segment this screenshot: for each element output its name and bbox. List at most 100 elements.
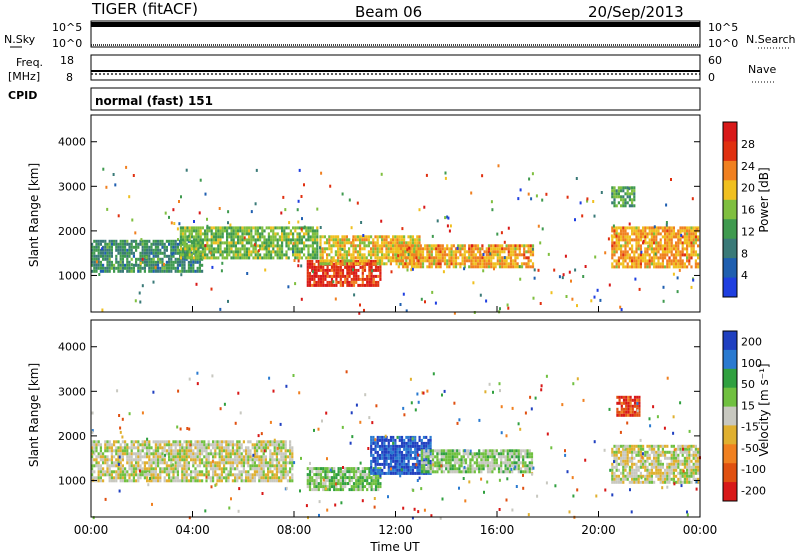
- data-cell: [361, 238, 364, 242]
- data-cell: [190, 452, 193, 456]
- data-cell: [186, 226, 189, 230]
- data-cell: [143, 263, 146, 267]
- scatter-cell: [363, 308, 365, 312]
- data-cell: [324, 268, 327, 272]
- data-cell: [168, 455, 171, 459]
- data-cell: [377, 479, 380, 483]
- data-cell: [201, 244, 204, 248]
- data-cell: [387, 471, 390, 475]
- data-cell: [361, 473, 364, 477]
- data-cell: [339, 256, 342, 260]
- scatter-cell: [296, 208, 299, 212]
- data-cell: [284, 446, 287, 450]
- data-cell: [261, 247, 264, 251]
- scatter-cell: [227, 210, 230, 214]
- data-cell: [407, 444, 410, 448]
- data-cell: [154, 242, 157, 246]
- data-cell: [172, 476, 175, 480]
- data-cell: [115, 452, 118, 456]
- scatter-cell: [662, 285, 665, 289]
- data-cell: [650, 247, 653, 251]
- data-cell: [292, 244, 295, 248]
- data-cell: [108, 440, 111, 444]
- data-cell: [174, 239, 177, 243]
- data-cell: [454, 265, 458, 269]
- data-cell: [313, 488, 316, 492]
- data-cell: [333, 467, 336, 471]
- data-cell: [376, 247, 379, 251]
- data-cell: [163, 266, 166, 270]
- data-cell: [280, 443, 283, 447]
- data-cell: [355, 259, 358, 263]
- data-cell: [135, 473, 138, 477]
- data-cell: [183, 452, 186, 456]
- data-cell: [686, 253, 689, 257]
- data-cell: [170, 479, 173, 483]
- data-cell: [626, 201, 629, 205]
- data-cell: [359, 250, 362, 254]
- data-cell: [102, 452, 105, 456]
- data-cell: [190, 269, 193, 273]
- data-cell: [106, 467, 109, 471]
- data-cell: [113, 239, 116, 243]
- data-cell: [335, 476, 338, 480]
- data-cell: [370, 459, 373, 463]
- data-cell: [437, 250, 440, 254]
- data-cell: [328, 482, 331, 486]
- data-cell: [516, 253, 519, 257]
- data-cell: [339, 238, 342, 242]
- data-cell: [238, 476, 241, 480]
- data-cell: [314, 241, 317, 245]
- data-cell: [341, 470, 345, 474]
- data-cell: [437, 256, 440, 260]
- data-cell: [335, 274, 338, 278]
- data-cell: [374, 235, 377, 239]
- data-cell: [437, 265, 440, 269]
- data-cell: [314, 250, 317, 254]
- data-cell: [617, 189, 620, 193]
- data-cell: [220, 455, 223, 459]
- data-cell: [666, 250, 669, 254]
- data-cell: [130, 257, 133, 261]
- data-cell: [480, 455, 483, 459]
- data-cell: [635, 238, 638, 242]
- data-cell: [317, 274, 320, 278]
- data-cell: [664, 226, 667, 230]
- data-cell: [262, 476, 265, 480]
- data-cell: [199, 226, 202, 230]
- data-cell: [119, 470, 122, 474]
- data-cell: [190, 446, 193, 450]
- data-cell: [194, 446, 197, 450]
- data-cell: [143, 446, 146, 450]
- data-cell: [400, 441, 404, 445]
- data-cell: [126, 248, 129, 252]
- data-cell: [311, 467, 314, 471]
- scatter-cell: [507, 306, 510, 310]
- data-cell: [148, 449, 151, 453]
- data-cell: [469, 458, 472, 462]
- data-cell: [152, 242, 155, 246]
- data-cell: [633, 262, 636, 266]
- data-cell: [383, 471, 386, 475]
- data-cell: [456, 458, 459, 462]
- data-cell: [152, 461, 155, 465]
- data-cell: [193, 226, 196, 230]
- data-cell: [181, 452, 184, 456]
- data-cell: [182, 226, 185, 230]
- data-cell: [256, 446, 259, 450]
- data-cell: [165, 470, 168, 474]
- data-cell: [170, 248, 173, 252]
- data-cell: [511, 455, 514, 459]
- data-cell: [161, 461, 164, 465]
- data-cell: [263, 229, 266, 233]
- data-cell: [289, 467, 292, 471]
- data-cell: [254, 229, 257, 233]
- data-cell: [486, 461, 490, 465]
- data-cell: [106, 440, 109, 444]
- data-cell: [403, 441, 406, 445]
- data-cell: [359, 244, 362, 248]
- scatter-cell: [444, 176, 447, 180]
- data-cell: [668, 244, 671, 248]
- data-cell: [278, 461, 281, 465]
- data-cell: [187, 452, 190, 456]
